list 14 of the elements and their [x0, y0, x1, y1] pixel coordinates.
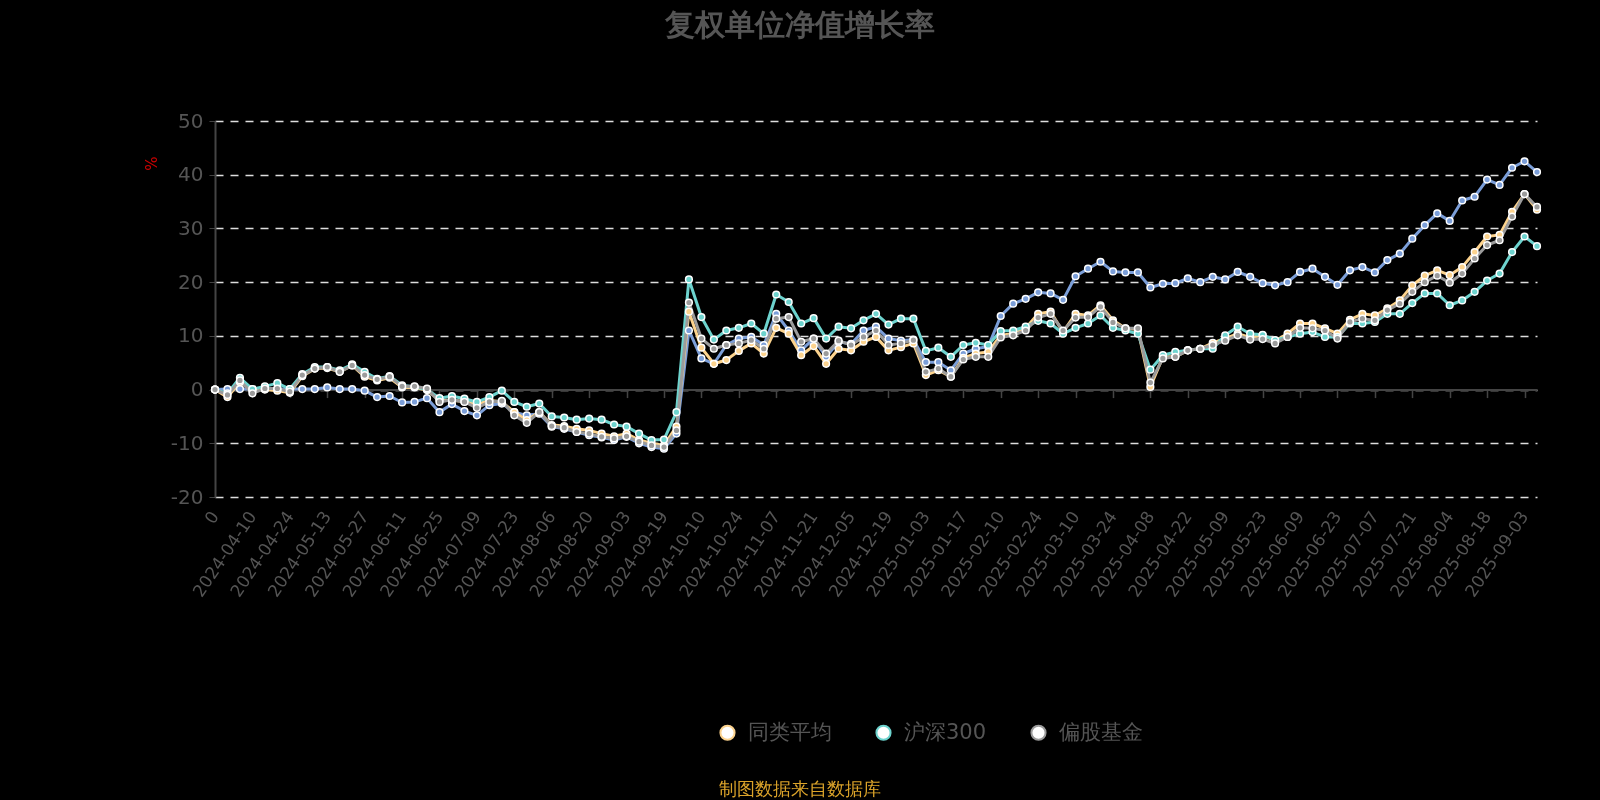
- y-tick-label: -20: [170, 484, 204, 509]
- legend-label: 同类平均: [748, 719, 832, 744]
- y-tick-label: -10: [170, 430, 204, 455]
- y-tick-label: 40: [178, 162, 204, 187]
- y-tick-label: 0: [190, 377, 204, 402]
- chart-title: 复权单位净值增长率: [664, 7, 935, 42]
- y-tick-label: 50: [178, 108, 204, 133]
- legend-label: 偏股基金: [1059, 719, 1143, 744]
- y-axis-title: %: [142, 156, 161, 171]
- legend-label: 沪深300: [904, 719, 987, 744]
- y-tick-label: 20: [178, 269, 204, 294]
- text: 制图数据来自数据库: [719, 778, 881, 799]
- y-tick-label: 30: [178, 215, 204, 240]
- y-tick-label: 10: [178, 323, 204, 348]
